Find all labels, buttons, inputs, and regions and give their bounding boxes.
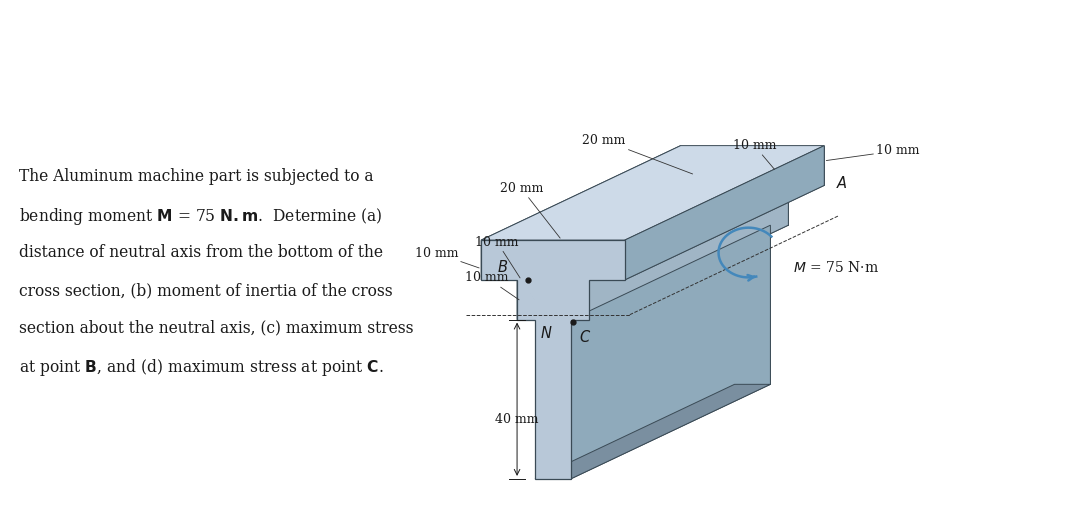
Text: 20 mm: 20 mm: [582, 134, 692, 174]
Polygon shape: [482, 240, 625, 479]
Text: $A$: $A$: [836, 176, 848, 192]
Polygon shape: [589, 185, 824, 280]
Text: 10 mm: 10 mm: [415, 247, 480, 268]
Polygon shape: [482, 185, 716, 280]
Polygon shape: [482, 146, 824, 240]
Text: cross section, (b) moment of inertia of the cross: cross section, (b) moment of inertia of …: [19, 282, 393, 299]
Text: 10 mm: 10 mm: [732, 139, 777, 169]
Text: 20 mm: 20 mm: [500, 182, 561, 238]
Text: 10 mm: 10 mm: [465, 271, 519, 300]
Text: $C$: $C$: [579, 328, 591, 344]
Text: section about the neutral axis, (c) maximum stress: section about the neutral axis, (c) maxi…: [19, 320, 414, 337]
Polygon shape: [589, 185, 788, 320]
Polygon shape: [482, 146, 680, 280]
Polygon shape: [517, 225, 734, 320]
Text: $N$: $N$: [540, 325, 552, 341]
Text: 10 mm: 10 mm: [475, 236, 521, 278]
Polygon shape: [625, 146, 824, 280]
Polygon shape: [571, 225, 788, 320]
Polygon shape: [517, 185, 716, 320]
Text: The Aluminum machine part is subjected to a: The Aluminum machine part is subjected t…: [19, 168, 374, 185]
Text: 40 mm: 40 mm: [496, 413, 539, 426]
Text: 10 mm: 10 mm: [826, 144, 920, 161]
Polygon shape: [680, 146, 824, 384]
Text: bending moment $\mathbf{M}$ = 75 $\mathbf{N.m}$.  Determine (a): bending moment $\mathbf{M}$ = 75 $\mathb…: [19, 206, 383, 227]
Text: at point $\mathbf{B}$, and (d) maximum stress at point $\mathbf{C}$.: at point $\mathbf{B}$, and (d) maximum s…: [19, 357, 383, 379]
Text: $M$ = 75 N·m: $M$ = 75 N·m: [794, 260, 879, 275]
Polygon shape: [535, 384, 770, 479]
Text: $B$: $B$: [497, 259, 509, 275]
Text: distance of neutral axis from the bottom of the: distance of neutral axis from the bottom…: [19, 244, 383, 261]
Polygon shape: [571, 225, 770, 479]
